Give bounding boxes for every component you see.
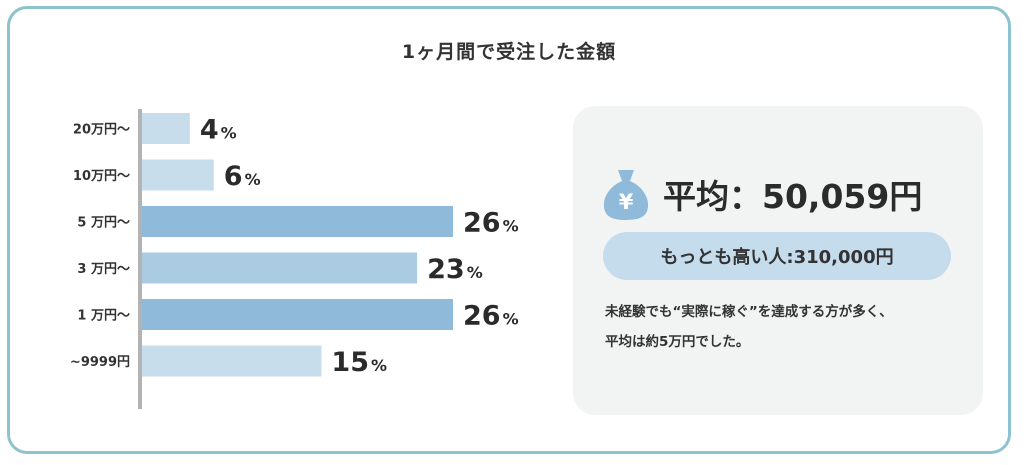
summary-note-line: 平均は約5万円でした。 — [605, 334, 750, 350]
average-amount: 平均：50,059円 — [663, 177, 923, 216]
data-label: 15% — [331, 347, 387, 378]
highest-earner-badge: もっとも高い人:310,000円 — [603, 232, 951, 280]
chart-title: 1ヶ月間で受注した金額 — [401, 41, 617, 63]
data-label: 4% — [200, 115, 237, 146]
summary-panel: ¥ 平均：50,059円 もっとも高い人:310,000円 未経験でも“実際に稼… — [573, 106, 983, 415]
summary-note-line: 未経験でも“実際に稼ぐ”を達成する方が多く、 — [605, 304, 893, 320]
y-axis-line — [138, 109, 142, 409]
data-label: 26% — [463, 208, 519, 239]
average-row: ¥ 平均：50,059円 — [601, 164, 922, 224]
money-bag-yen-icon: ¥ — [603, 170, 649, 220]
category-label: 1 万円〜 — [77, 309, 130, 324]
category-label: ~9999円 — [70, 355, 130, 370]
bar — [142, 113, 190, 144]
bar — [142, 252, 418, 284]
data-label: 6% — [224, 161, 261, 192]
data-label: 26% — [463, 301, 519, 332]
bar-chart: 20万円〜 4 % 10万円〜 6 % 5 万円〜 26 % 3 万円〜 23 % 1 万円〜 26 % ~9… — [70, 109, 519, 409]
bar — [142, 299, 453, 330]
category-label: 5 万円〜 — [77, 216, 130, 231]
category-label: 10万円〜 — [73, 169, 130, 184]
bar — [142, 345, 322, 377]
card-frame: 1ヶ月間で受注した金額 20万円〜 4% 10万円〜 6% 5 万円〜 26% 3 万円〜 2… — [7, 6, 1011, 454]
bar — [142, 206, 453, 237]
bar — [142, 159, 214, 191]
data-label: 23% — [427, 254, 483, 285]
category-label: 3 万円〜 — [77, 262, 130, 277]
summary-note: 未経験でも“実際に稼ぐ”を達成する方が多く、 平均は約5万円でした。 — [605, 297, 965, 357]
svg-text:¥: ¥ — [619, 190, 634, 214]
category-label: 20万円〜 — [73, 123, 130, 138]
